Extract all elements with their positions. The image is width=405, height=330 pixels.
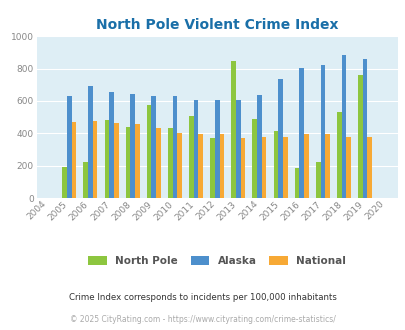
Bar <box>320 65 324 198</box>
Bar <box>104 120 109 198</box>
Bar <box>130 94 135 198</box>
Bar <box>151 96 156 198</box>
Bar <box>135 124 139 198</box>
Bar <box>67 96 71 198</box>
Bar <box>198 134 202 198</box>
Bar <box>231 61 235 198</box>
Bar <box>357 75 362 198</box>
Bar <box>282 137 287 198</box>
Bar <box>113 123 118 198</box>
Bar <box>172 96 177 198</box>
Bar <box>235 100 240 198</box>
Bar <box>214 100 219 198</box>
Bar <box>168 128 172 198</box>
Bar <box>156 128 160 198</box>
Bar <box>298 68 303 198</box>
Bar <box>336 112 341 198</box>
Bar <box>252 119 256 198</box>
Bar <box>109 92 113 198</box>
Bar <box>256 95 261 198</box>
Bar <box>92 121 97 198</box>
Bar <box>71 122 76 198</box>
Bar <box>177 133 181 198</box>
Bar <box>219 134 224 198</box>
Bar <box>345 137 350 198</box>
Legend: North Pole, Alaska, National: North Pole, Alaska, National <box>84 252 350 270</box>
Bar <box>62 167 67 198</box>
Bar <box>277 79 282 198</box>
Bar <box>261 137 266 198</box>
Bar <box>303 134 308 198</box>
Bar <box>367 137 371 198</box>
Title: North Pole Violent Crime Index: North Pole Violent Crime Index <box>96 18 338 32</box>
Text: Crime Index corresponds to incidents per 100,000 inhabitants: Crime Index corresponds to incidents per… <box>69 293 336 302</box>
Bar <box>362 59 367 198</box>
Bar <box>189 115 193 198</box>
Bar <box>193 100 198 198</box>
Bar <box>324 134 329 198</box>
Bar <box>240 138 245 198</box>
Bar <box>210 138 214 198</box>
Bar <box>294 168 298 198</box>
Bar <box>126 127 130 198</box>
Bar <box>147 105 151 198</box>
Text: © 2025 CityRating.com - https://www.cityrating.com/crime-statistics/: © 2025 CityRating.com - https://www.city… <box>70 315 335 324</box>
Bar <box>315 162 320 198</box>
Bar <box>273 131 277 198</box>
Bar <box>83 162 88 198</box>
Bar <box>88 86 92 198</box>
Bar <box>341 55 345 198</box>
